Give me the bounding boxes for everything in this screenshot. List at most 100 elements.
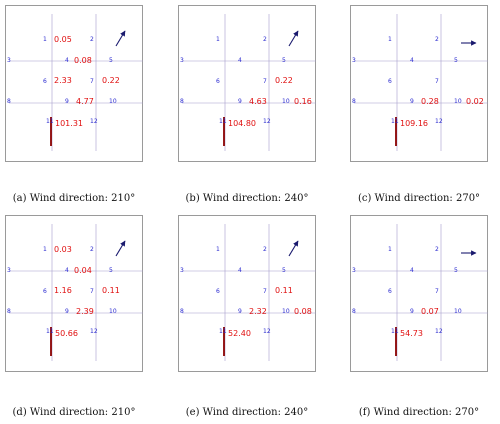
- cell-index-2: 2: [90, 246, 94, 253]
- cell-index-9: 9: [238, 98, 242, 105]
- cell-value-11: 54.73: [400, 329, 423, 338]
- cell-index-5: 5: [454, 57, 458, 64]
- cell-index-2: 2: [435, 246, 439, 253]
- arrow-up-right-icon: [115, 240, 126, 257]
- grid-layout: [354, 14, 488, 151]
- cell-index-4: 4: [410, 57, 414, 64]
- cell-value-9: 0.07: [421, 307, 439, 316]
- cell-value-10: 0.02: [466, 97, 484, 106]
- arrow-up-right-icon: [288, 30, 299, 47]
- cell-index-12: 12: [90, 328, 98, 335]
- cell-index-11: 11: [46, 328, 54, 335]
- cell-index-3: 3: [180, 267, 184, 274]
- cell-index-10: 10: [282, 308, 290, 315]
- cell-index-11: 11: [219, 328, 227, 335]
- cell-index-12: 12: [435, 328, 443, 335]
- cell-index-10: 10: [282, 98, 290, 105]
- cell-index-8: 8: [352, 308, 356, 315]
- cell-value-7: 0.22: [102, 76, 120, 85]
- cell-index-1: 1: [388, 36, 392, 43]
- diagram-panel: 1 2 3 4 5 6 7 8 9 10 11 12 0.03 0.04 1.16 0.11 2.39 50.66: [5, 215, 143, 372]
- panel-caption: (c) Wind direction: 270°: [357, 193, 481, 204]
- cell-index-9: 9: [410, 98, 414, 105]
- grid-layout: [354, 224, 488, 361]
- cell-value-11: 104.80: [228, 119, 256, 128]
- cell-value-9: 0.28: [421, 97, 439, 106]
- cell-index-9: 9: [65, 98, 69, 105]
- cell-index-1: 1: [216, 36, 220, 43]
- cell-index-10: 10: [454, 98, 462, 105]
- cell-index-6: 6: [216, 78, 220, 85]
- diagram-panel: 1 2 3 4 5 6 7 8 9 10 11 12 0.05 0.08 2.33 0.22 4.77 101.3…: [5, 5, 143, 162]
- cell-value-6: 1.16: [54, 286, 72, 295]
- cell-index-2: 2: [435, 36, 439, 43]
- cell-index-10: 10: [454, 308, 462, 315]
- cell-value-11: 52.40: [228, 329, 251, 338]
- cell-index-7: 7: [90, 288, 94, 295]
- cell-index-3: 3: [180, 57, 184, 64]
- grid-layout: [9, 14, 143, 151]
- cell-index-11: 11: [391, 328, 399, 335]
- cell-index-12: 12: [90, 118, 98, 125]
- cell-index-4: 4: [65, 267, 69, 274]
- cell-index-1: 1: [388, 246, 392, 253]
- grid-layout: [182, 14, 316, 151]
- cell-value-11: 50.66: [55, 329, 78, 338]
- cell-value-9: 4.63: [249, 97, 267, 106]
- cell-index-4: 4: [410, 267, 414, 274]
- cell-value-11: 101.31: [55, 119, 83, 128]
- cell-index-2: 2: [263, 36, 267, 43]
- cell-index-2: 2: [90, 36, 94, 43]
- cell-value-11: 109.16: [400, 119, 428, 128]
- cell-index-1: 1: [43, 36, 47, 43]
- cell-value-1: 0.05: [54, 35, 72, 44]
- cell-index-7: 7: [263, 288, 267, 295]
- cell-index-8: 8: [352, 98, 356, 105]
- cell-index-6: 6: [216, 288, 220, 295]
- cell-index-1: 1: [43, 246, 47, 253]
- cell-index-3: 3: [352, 267, 356, 274]
- cell-value-7: 0.22: [275, 76, 293, 85]
- diagram-panel: 1 2 3 4 5 6 7 8 9 10 11 12 0.28 0.02 109.16: [350, 5, 488, 162]
- cell-index-9: 9: [65, 308, 69, 315]
- arrow-up-right-icon: [288, 240, 299, 257]
- cell-index-7: 7: [435, 288, 439, 295]
- cell-index-6: 6: [388, 78, 392, 85]
- panel-caption: (e) Wind direction: 240°: [185, 407, 309, 418]
- cell-index-3: 3: [352, 57, 356, 64]
- diagram-panel: 1 2 3 4 5 6 7 8 9 10 11 12 0.22 4.63 0.16 104.80: [178, 5, 316, 162]
- cell-index-6: 6: [43, 288, 47, 295]
- diagram-panel: 1 2 3 4 5 6 7 8 9 10 11 12 0.07 54.73: [350, 215, 488, 372]
- panel-caption: (b) Wind direction: 240°: [185, 193, 309, 204]
- cell-index-5: 5: [454, 267, 458, 274]
- cell-index-12: 12: [263, 118, 271, 125]
- panel-caption: (a) Wind direction: 210°: [12, 193, 136, 204]
- cell-index-6: 6: [43, 78, 47, 85]
- cell-index-11: 11: [46, 118, 54, 125]
- cell-index-7: 7: [435, 78, 439, 85]
- cell-index-8: 8: [7, 308, 11, 315]
- cell-index-9: 9: [410, 308, 414, 315]
- grid-layout: [9, 224, 143, 361]
- cell-index-8: 8: [7, 98, 11, 105]
- cell-index-10: 10: [109, 98, 117, 105]
- cell-index-12: 12: [263, 328, 271, 335]
- panel-caption: (d) Wind direction: 210°: [12, 407, 136, 418]
- cell-value-9: 2.39: [76, 307, 94, 316]
- cell-index-4: 4: [238, 267, 242, 274]
- cell-index-5: 5: [109, 57, 113, 64]
- cell-index-6: 6: [388, 288, 392, 295]
- cell-index-2: 2: [263, 246, 267, 253]
- cell-index-10: 10: [109, 308, 117, 315]
- cell-index-11: 11: [219, 118, 227, 125]
- cell-index-7: 7: [90, 78, 94, 85]
- cell-value-7: 0.11: [102, 286, 120, 295]
- cell-index-9: 9: [238, 308, 242, 315]
- cell-value-9: 2.32: [249, 307, 267, 316]
- cell-index-4: 4: [238, 57, 242, 64]
- cell-value-9: 4.77: [76, 97, 94, 106]
- cell-value-10: 0.08: [294, 307, 312, 316]
- cell-index-5: 5: [282, 57, 286, 64]
- cell-value-7: 0.11: [275, 286, 293, 295]
- panel-caption: (f) Wind direction: 270°: [358, 407, 480, 418]
